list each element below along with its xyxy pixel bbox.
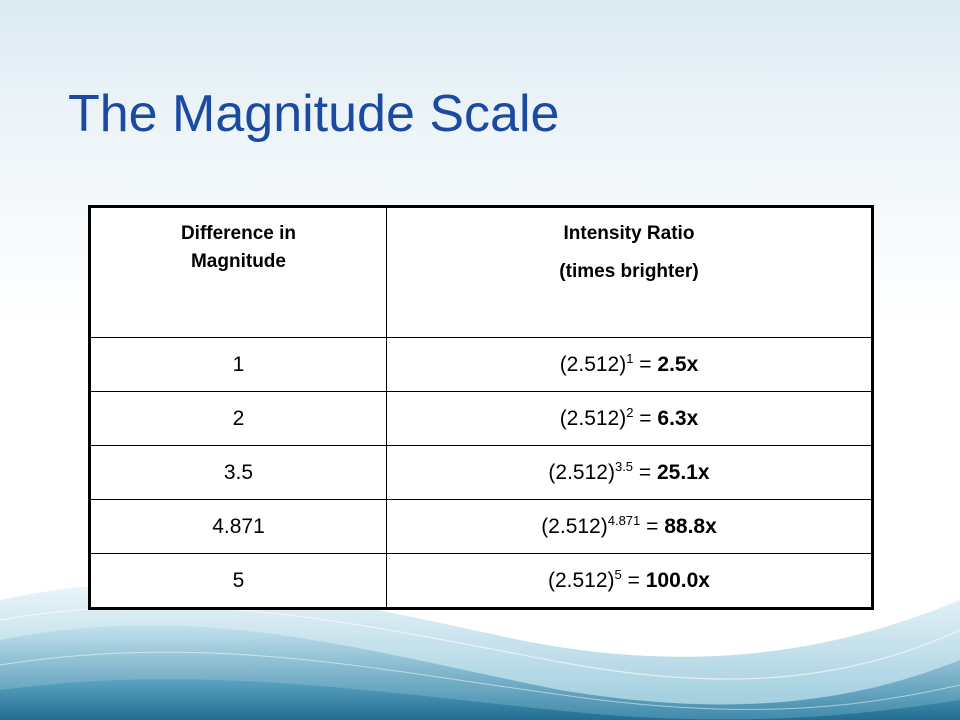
- intensity-ratio-cell: (2.512)3.5 = 25.1x: [385, 445, 874, 500]
- magnitude-difference-cell: 3.5: [89, 445, 387, 500]
- ratio-result: 88.8x: [664, 514, 717, 538]
- ratio-base: (2.512): [548, 460, 615, 484]
- ratio-base: (2.512): [548, 568, 615, 592]
- ratio-equals: =: [633, 406, 658, 430]
- ratio-exponent: 2: [626, 404, 634, 420]
- ratio-base: (2.512): [541, 514, 608, 538]
- ratio-base: (2.512): [559, 352, 627, 376]
- table-row: 3.5 (2.512)3.5 = 25.1x: [89, 445, 874, 500]
- magnitude-difference-cell: 2: [89, 391, 387, 446]
- table-header-row: Difference in Magnitude Intensity Ratio …: [89, 206, 874, 338]
- table-row: 2 (2.512)2 = 6.3x: [89, 391, 874, 446]
- intensity-ratio-cell: (2.512)5 = 100.0x: [385, 553, 874, 609]
- ratio-result: 6.3x: [657, 406, 699, 430]
- ratio-result: 25.1x: [656, 460, 710, 484]
- magnitude-difference-cell: 1: [89, 337, 387, 392]
- ratio-equals: =: [640, 514, 665, 538]
- header-col2-line1: Intensity Ratio: [563, 223, 695, 244]
- magnitude-difference-cell: 5: [89, 553, 387, 609]
- ratio-equals: =: [633, 352, 658, 376]
- header-col2-line2: (times brighter): [559, 261, 699, 282]
- table-row: 1 (2.512)1 = 2.5x: [89, 337, 874, 392]
- ratio-equals: =: [633, 460, 657, 484]
- ratio-exponent: 5: [614, 566, 622, 582]
- table-row: 5 (2.512)5 = 100.0x: [89, 553, 874, 609]
- magnitude-difference-cell: 4.871: [89, 499, 387, 554]
- table-row: 4.871 (2.512)4.871 = 88.8x: [89, 499, 874, 554]
- magnitude-table: Difference in Magnitude Intensity Ratio …: [88, 205, 874, 610]
- intensity-ratio-cell: (2.512)1 = 2.5x: [385, 337, 874, 392]
- intensity-ratio-cell: (2.512)4.871 = 88.8x: [385, 499, 874, 554]
- intensity-ratio-cell: (2.512)2 = 6.3x: [385, 391, 874, 446]
- ratio-base: (2.512): [559, 406, 627, 430]
- slide-title: The Magnitude Scale: [68, 85, 560, 143]
- header-col1-line2: Magnitude: [190, 251, 286, 272]
- ratio-result: 100.0x: [645, 568, 710, 592]
- header-intensity-ratio: Intensity Ratio (times brighter): [385, 206, 874, 338]
- ratio-equals: =: [621, 568, 646, 592]
- ratio-exponent: 1: [626, 350, 634, 366]
- header-col1-line1: Difference in: [180, 223, 297, 244]
- ratio-exponent: 3.5: [614, 458, 634, 474]
- header-difference-in-magnitude: Difference in Magnitude: [89, 206, 387, 338]
- ratio-result: 2.5x: [657, 352, 699, 376]
- ratio-exponent: 4.871: [607, 512, 641, 528]
